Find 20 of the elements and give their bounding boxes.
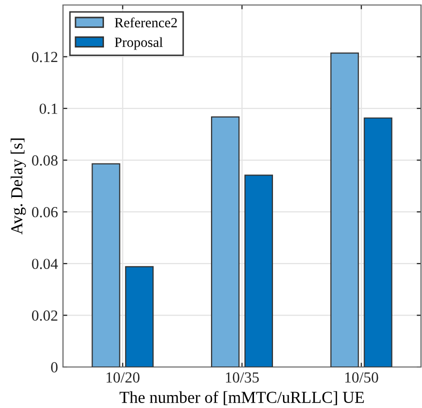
bar — [92, 163, 120, 367]
x-tick-label: 10/50 — [345, 372, 378, 383]
bar — [211, 116, 240, 367]
bar — [244, 174, 273, 367]
y-tick-label: 0.04 — [32, 258, 58, 270]
y-axis-title: Avg. Delay [s] — [10, 138, 26, 235]
y-tick-label: 0.08 — [32, 155, 58, 166]
x-tick-label: 10/35 — [226, 372, 259, 383]
legend-label: Reference2 — [114, 17, 177, 28]
x-tick-label: 10/20 — [106, 372, 140, 383]
y-tick-label: 0.12 — [32, 52, 58, 62]
bar — [125, 266, 154, 367]
x-axis-title: The number of [mMTC/uRLLC] UE — [120, 391, 364, 406]
bar — [330, 52, 359, 367]
y-tick-label: 0.02 — [32, 310, 58, 321]
legend-label: Proposal — [114, 37, 163, 50]
y-tick-label: 0 — [51, 362, 58, 372]
bar — [364, 117, 392, 367]
y-tick-label: 0.1 — [40, 104, 58, 114]
y-tick-label: 0.06 — [32, 207, 58, 218]
